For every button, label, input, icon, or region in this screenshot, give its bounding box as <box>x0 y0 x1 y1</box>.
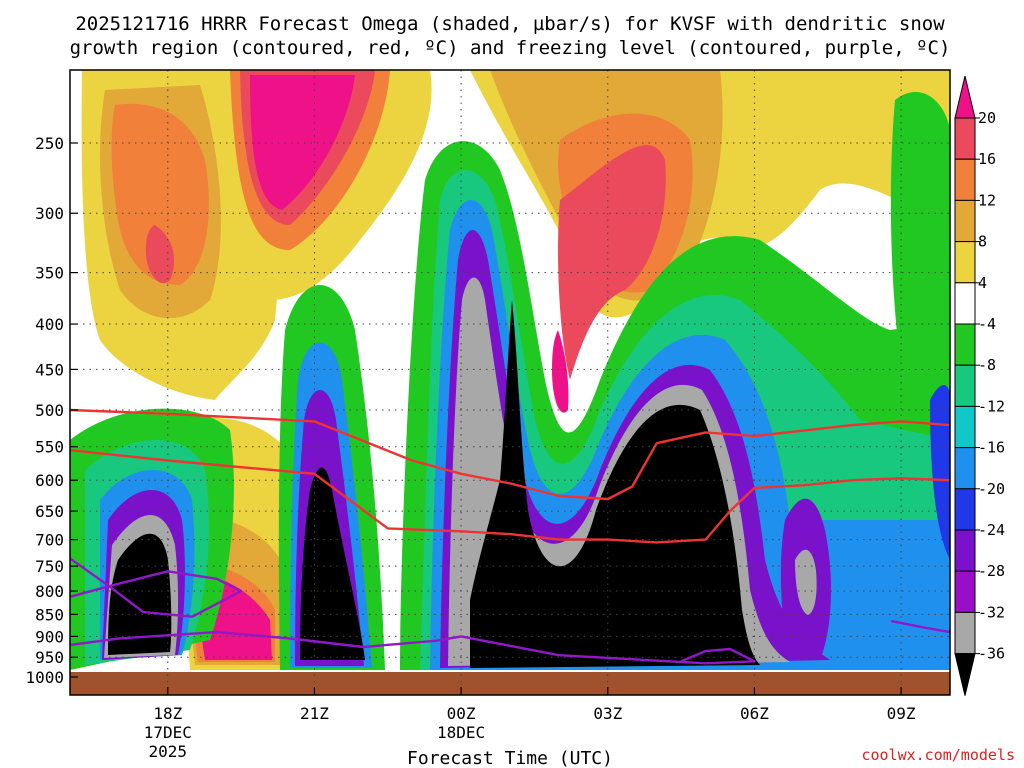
y-tick-label: 600 <box>35 471 64 490</box>
y-tick-label: 350 <box>35 264 64 283</box>
x-tick-label: 18Z <box>153 704 182 723</box>
omega-region-magenta-top <box>250 75 355 210</box>
colorbar-bin <box>954 199 976 243</box>
colorbar-bin <box>954 529 976 572</box>
y-tick-label: 850 <box>35 605 64 624</box>
colorbar-label: 8 <box>978 233 987 251</box>
y-tick-label: 900 <box>35 627 64 646</box>
omega-region-black-center <box>470 300 760 668</box>
y-tick-label: 1000 <box>25 668 64 687</box>
colorbar-bin <box>954 282 976 325</box>
colorbar-label: -4 <box>978 315 996 333</box>
x-tick-label: 09Z <box>887 704 916 723</box>
omega-region-black-left <box>108 533 172 655</box>
x-tick-date: 17DEC <box>144 723 192 742</box>
colorbar-label: -20 <box>978 480 1005 498</box>
plot-frame <box>69 69 951 696</box>
colorbar-label: 12 <box>978 191 996 209</box>
colorbar-label: 4 <box>978 274 987 292</box>
colorbar-label: 20 <box>978 109 996 127</box>
omega-region-green-right <box>890 91 950 430</box>
x-tick-label: 06Z <box>740 704 769 723</box>
omega-region-black-21z <box>300 467 365 660</box>
credit-text: coolwx.com/models <box>861 746 1015 764</box>
y-tick-label: 650 <box>35 502 64 521</box>
omega-shading <box>70 70 950 695</box>
colorbar-label: -32 <box>978 603 1005 621</box>
y-tick-label: 300 <box>35 204 64 223</box>
freezing-level-contours <box>70 557 950 665</box>
colorbar-label: -8 <box>978 356 996 374</box>
dgz-contours <box>70 408 950 544</box>
plot-grid <box>70 70 950 695</box>
x-tick-label: 21Z <box>300 704 329 723</box>
y-tick-label: 750 <box>35 557 64 576</box>
x-tick-year: 2025 <box>149 742 188 761</box>
omega-region-magenta-mid <box>552 330 569 413</box>
colorbar-label: -28 <box>978 562 1005 580</box>
x-tick-label: 00Z <box>447 704 476 723</box>
dgz-contour-line <box>70 449 950 544</box>
freezing-level-line <box>70 557 243 618</box>
colorbar-bin <box>954 158 976 201</box>
chart-title-line-1: 2025121716 HRRR Forecast Omega (shaded, … <box>75 13 945 35</box>
ground-fill <box>70 672 950 695</box>
omega-region-red-left <box>145 225 175 284</box>
colorbar-top-triangle <box>954 75 976 119</box>
colorbar-bin <box>954 488 976 531</box>
y-tick-label: 500 <box>35 401 64 420</box>
colorbar-bin <box>954 405 976 449</box>
colorbar: 20 16 12 8 4 -4 -8 -12 -16 -20 -24 -28 -32 -36 <box>954 75 1005 696</box>
x-tick-label: 03Z <box>593 704 622 723</box>
y-tick-label: 250 <box>35 134 64 153</box>
colorbar-label: 16 <box>978 150 996 168</box>
omega-region-orange-left <box>111 103 209 286</box>
colorbar-bin <box>954 447 976 490</box>
colorbar-bin <box>954 570 976 613</box>
y-tick-label: 450 <box>35 360 64 379</box>
colorbar-bin <box>954 117 976 160</box>
freezing-level-line <box>70 630 756 665</box>
x-tick-date: 18DEC <box>437 723 485 742</box>
colorbar-bin <box>954 323 976 366</box>
colorbar-label: -12 <box>978 397 1005 415</box>
y-tick-label: 400 <box>35 315 64 334</box>
y-tick-label: 800 <box>35 582 64 601</box>
colorbar-bin <box>954 611 976 655</box>
x-axis-label: Forecast Time (UTC) <box>407 748 613 768</box>
freezing-level-line <box>891 619 950 634</box>
y-tick-label: 950 <box>35 648 64 667</box>
y-axis: 250 300 350 400 450 500 550 600 650 700 750 800 850 9… <box>25 134 78 687</box>
colorbar-bin <box>954 364 976 407</box>
y-tick-label: 700 <box>35 531 64 550</box>
omega-region-red-mid <box>558 145 666 380</box>
colorbar-label: -36 <box>978 645 1005 663</box>
colorbar-bottom-triangle <box>954 653 976 696</box>
colorbar-bin <box>954 241 976 284</box>
colorbar-label: -16 <box>978 439 1005 457</box>
dgz-contour-line <box>70 408 950 501</box>
chart-title-line-2: growth region (contoured, red, ºC) and f… <box>70 37 951 59</box>
colorbar-label: -24 <box>978 521 1005 539</box>
omega-region-blue-right <box>930 385 950 560</box>
y-tick-label: 550 <box>35 438 64 457</box>
